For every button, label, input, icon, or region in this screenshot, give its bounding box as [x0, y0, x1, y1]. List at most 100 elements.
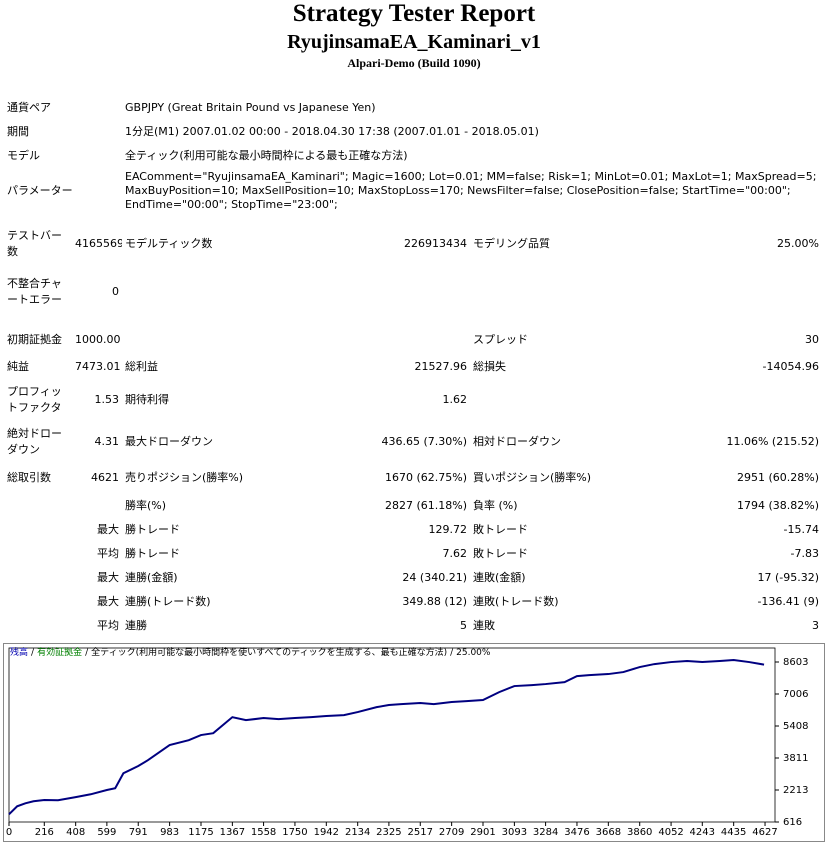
x-tick-label: 1750	[282, 827, 307, 838]
x-tick-label: 599	[97, 827, 116, 838]
info-value: 全ティック(利用可能な最小時間枠による最も正確な方法)	[125, 149, 408, 162]
stat-value: 0	[112, 285, 119, 298]
stat-label: 連敗	[473, 619, 495, 632]
stat-value: 1000.00	[75, 333, 121, 346]
stat-value: 最大	[97, 571, 119, 584]
legend-separator: /	[450, 648, 454, 658]
stat-label	[4, 590, 72, 614]
stat-value: 3	[812, 619, 819, 632]
stat-value: 2827 (61.18%)	[384, 499, 467, 512]
stat-label: 総損失	[473, 360, 506, 373]
x-tick-label: 3093	[502, 827, 527, 838]
stat-label	[122, 324, 252, 356]
stats-row: 平均 連勝 5 連敗 3	[4, 614, 822, 638]
stat-value: 4621	[91, 471, 119, 484]
x-tick-label: 2517	[408, 827, 433, 838]
stat-value: 25.00%	[777, 237, 819, 250]
stat-value: 平均	[97, 547, 119, 560]
stat-label: 敗トレード	[473, 523, 528, 536]
stat-value: 226913434	[404, 237, 467, 250]
x-tick-label: 1558	[251, 827, 276, 838]
x-tick-label: 3860	[627, 827, 652, 838]
stat-value: 24 (340.21)	[402, 571, 467, 584]
x-tick-label: 983	[160, 827, 179, 838]
stat-label: 連敗(トレード数)	[473, 595, 559, 608]
stat-value	[72, 494, 122, 518]
stat-value: -136.41 (9)	[757, 595, 819, 608]
stat-value: 436.65 (7.30%)	[381, 435, 467, 448]
x-tick-label: 408	[66, 827, 85, 838]
x-tick-label: 4052	[658, 827, 683, 838]
x-tick-label: 3284	[533, 827, 558, 838]
info-label: パラメーター	[7, 184, 73, 197]
y-tick-label: 2213	[783, 785, 808, 796]
stat-label	[470, 378, 600, 422]
stat-label: 負率 (%)	[473, 499, 518, 512]
stat-value: 11.06% (215.52)	[726, 435, 819, 448]
x-tick-label: 4435	[721, 827, 746, 838]
stat-label: 敗トレード	[473, 547, 528, 560]
stat-value	[252, 260, 470, 324]
stat-label	[122, 260, 252, 324]
x-tick-label: 0	[6, 827, 12, 838]
x-tick-label: 2901	[470, 827, 495, 838]
x-tick-label: 4627	[752, 827, 777, 838]
stat-label: 連勝(金額)	[125, 571, 178, 584]
stats-row: 最大 連勝(金額) 24 (340.21) 連敗(金額) 17 (-95.32)	[4, 566, 822, 590]
stats-row: 不整合チャートエラー 0	[4, 260, 822, 324]
stat-value: 17 (-95.32)	[757, 571, 819, 584]
stat-value: 4165569	[75, 237, 122, 250]
stat-label: 最大ドローダウン	[125, 435, 213, 448]
stat-value: 最大	[97, 595, 119, 608]
legend-item: 有効証拠金	[37, 646, 82, 658]
x-tick-label: 791	[129, 827, 148, 838]
stat-value: 1670 (62.75%)	[384, 471, 467, 484]
stats-row: 最大 連勝(トレード数) 349.88 (12) 連敗(トレード数) -136.41 (…	[4, 590, 822, 614]
stat-value: 349.88 (12)	[402, 595, 467, 608]
legend-item: 全ティック(利用可能な最小時間枠を使いすべてのティックを生成する、最も正確な方法…	[91, 646, 447, 658]
stat-label: 連勝	[125, 619, 147, 632]
balance-chart: 616 2213 3811 5408 7006 8603 0 216 408 599 791 983 1…	[3, 643, 825, 842]
info-value: GBPJPY (Great Britain Pound vs Japanese …	[125, 101, 376, 114]
stat-label: 連勝(トレード数)	[125, 595, 211, 608]
stat-label: 連敗(金額)	[473, 571, 526, 584]
server: Alpari-Demo (Build 1090)	[347, 56, 481, 70]
stat-label: モデリング品質	[473, 237, 550, 250]
stat-value: -14054.96	[762, 360, 819, 373]
stats-row: 平均 勝トレード 7.62 敗トレード -7.83	[4, 542, 822, 566]
stat-label: 期待利得	[125, 393, 169, 406]
stat-label: 初期証拠金	[7, 333, 62, 346]
stat-value: 平均	[97, 619, 119, 632]
x-tick-label: 4243	[690, 827, 715, 838]
stats-row: 勝率(%) 2827 (61.18%) 負率 (%) 1794 (38.82%)	[4, 494, 822, 518]
stat-label: 総利益	[125, 360, 158, 373]
stats-row: 純益 7473.01 総利益 21527.96 総損失 -14054.96	[4, 356, 822, 378]
info-table: 通貨ペア GBPJPY (Great Britain Pound vs Japan…	[4, 96, 822, 214]
stats-row: 総取引数 4621 売りポジション(勝率%) 1670 (62.75%) 買いポジション…	[4, 462, 822, 494]
stat-label: モデルティック数	[125, 237, 213, 250]
stats-row: テストバー数 4165569 モデルティック数 226913434 モデリング品質 25.…	[4, 228, 822, 260]
stat-value: 30	[805, 333, 819, 346]
stat-label	[4, 494, 72, 518]
stats-row: 絶対ドローダウン 4.31 最大ドローダウン 436.65 (7.30%) 相対ドローダ…	[4, 422, 822, 462]
x-tick-label: 2325	[376, 827, 401, 838]
stat-label: 不整合チャートエラー	[7, 277, 62, 306]
stat-value: 最大	[97, 523, 119, 536]
stat-label	[4, 566, 72, 590]
stat-label: 勝トレード	[125, 523, 180, 536]
y-tick-label: 8603	[783, 657, 808, 668]
stat-label: 買いポジション(勝率%)	[473, 471, 592, 484]
ea-name: RyujinsamaEA_Kaminari_v1	[287, 31, 541, 53]
y-tick-label: 5408	[783, 721, 808, 732]
x-tick-label: 1942	[314, 827, 339, 838]
stat-label: 売りポジション(勝率%)	[125, 471, 244, 484]
legend-separator: /	[85, 648, 89, 658]
legend: 残高 / 有効証拠金 / 全ティック(利用可能な最小時間枠を使いすべてのティックを生成す…	[10, 646, 491, 658]
x-tick-label: 1175	[188, 827, 213, 838]
report-title: Strategy Tester Report	[292, 0, 536, 27]
stats-row: 初期証拠金 1000.00 スプレッド 30	[4, 324, 822, 356]
stats-row: 最大 勝トレード 129.72 敗トレード -15.74	[4, 518, 822, 542]
stat-label: 総取引数	[7, 471, 51, 484]
balance-line	[8, 659, 765, 816]
